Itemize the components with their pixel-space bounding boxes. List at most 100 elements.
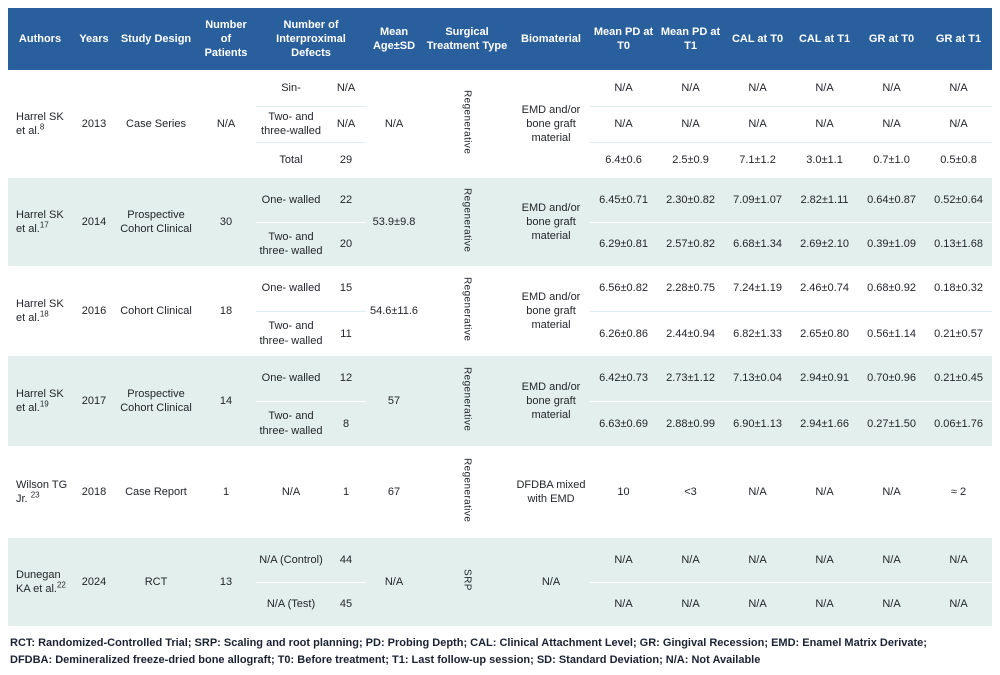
years-cell: 2013 <box>72 70 116 178</box>
col-header-mean-pd-t0: Mean PD at T0 <box>590 8 658 70</box>
defect-type-cell: Two- and three- walled <box>256 221 326 266</box>
cal-t0-cell: 7.09±1.07 <box>724 178 792 222</box>
mean-age-cell: 53.9±9.8 <box>366 178 423 266</box>
col-header-number-of-patients: Number of Patients <box>196 8 256 70</box>
study-design-cell: Prospective Cohort Clinical <box>116 178 196 266</box>
treatment-type-cell: Regenerative <box>422 178 513 266</box>
treatment-type-vertical-label: Regenerative <box>461 89 473 154</box>
years-cell: 2016 <box>72 266 116 356</box>
pd-t1-cell: N/A <box>657 581 725 626</box>
treatment-type-vertical-label: Regenerative <box>461 276 473 341</box>
study-design-cell: Case Report <box>116 446 196 538</box>
treatment-type-vertical-label: SRP <box>461 568 473 591</box>
table-row: Total 29 6.4±0.6 2.5±0.9 7.1±1.2 3.0±1.1… <box>8 141 992 178</box>
defect-type-cell: N/A (Test) <box>256 581 326 626</box>
col-header-mean-age: Mean Age±SD <box>366 8 423 70</box>
cal-t1-cell: 2.94±1.66 <box>791 400 859 446</box>
authors-cell: Harrel SK et al.17 <box>8 178 72 266</box>
gr-t0-cell: 0.64±0.87 <box>858 178 926 222</box>
reference-number: 19 <box>39 399 49 409</box>
biomaterial-cell: EMD and/or bone graft material <box>512 178 591 266</box>
defect-type-cell: Two- and three-walled <box>256 105 326 142</box>
gr-t1-cell: 0.06±1.76 <box>925 400 992 446</box>
pd-t1-cell: 2.5±0.9 <box>657 141 725 178</box>
cal-t1-cell: 2.94±0.91 <box>791 356 859 401</box>
defect-type-cell: One- walled <box>256 266 326 311</box>
authors-cell: Wilson TG Jr. 23 <box>8 446 72 538</box>
gr-t1-cell: 0.52±0.64 <box>925 178 992 222</box>
gr-t0-cell: 0.70±0.96 <box>858 356 926 401</box>
pd-t0-cell: N/A <box>590 538 658 582</box>
reference-number: 23 <box>30 490 40 500</box>
defect-count-cell: N/A <box>326 70 367 106</box>
table-row: Harrel SK et al.18 2016 Cohort Clinical … <box>8 266 992 356</box>
col-header-biomaterial: Biomaterial <box>512 8 591 70</box>
cal-t0-cell: N/A <box>724 105 792 142</box>
cal-t1-cell: 2.65±0.80 <box>791 310 859 356</box>
pd-t1-cell: 2.57±0.82 <box>657 221 725 266</box>
gr-t0-cell: 0.56±1.14 <box>858 310 926 356</box>
table-row: N/A (Test) 45 N/A N/A N/A N/A N/A N/A <box>8 581 992 626</box>
gr-t0-cell: 0.68±0.92 <box>858 266 926 311</box>
gr-t1-cell: 0.21±0.45 <box>925 356 992 401</box>
gr-t1-cell: ≈ 2 <box>925 446 992 538</box>
mean-age-cell: N/A <box>366 538 423 626</box>
patients-cell: 30 <box>196 178 256 266</box>
gr-t1-cell: 0.13±1.68 <box>925 221 992 266</box>
cal-t1-cell: 2.46±0.74 <box>791 266 859 311</box>
defect-count-cell: 44 <box>326 538 367 582</box>
col-header-mean-pd-t1: Mean PD at T1 <box>657 8 725 70</box>
gr-t0-cell: 0.7±1.0 <box>858 141 926 178</box>
study-design-cell: Prospective Cohort Clinical <box>116 356 196 446</box>
years-cell: 2018 <box>72 446 116 538</box>
author-name: Wilson TG Jr. <box>16 478 68 505</box>
treatment-type-cell: Regenerative <box>422 446 513 538</box>
cal-t0-cell: 6.82±1.33 <box>724 310 792 356</box>
defect-type-cell: Sin- <box>256 70 326 106</box>
defect-type-cell: Two- and three- walled <box>256 310 326 356</box>
gr-t1-cell: 0.5±0.8 <box>925 141 992 178</box>
cal-t0-cell: N/A <box>724 446 792 538</box>
cal-t1-cell: 2.69±2.10 <box>791 221 859 266</box>
defect-count-cell: 22 <box>326 178 367 222</box>
defect-count-cell: N/A <box>326 105 367 142</box>
pd-t0-cell: N/A <box>590 105 658 142</box>
pd-t0-cell: 6.45±0.71 <box>590 178 658 222</box>
table-row: Harrel SK et al.8 2013 Case Series N/A S… <box>8 70 992 178</box>
gr-t1-cell: 0.18±0.32 <box>925 266 992 311</box>
footnote-line-1: RCT: Randomized-Controlled Trial; SRP: S… <box>10 637 927 649</box>
treatment-type-cell: Regenerative <box>422 356 513 446</box>
col-header-authors: Authors <box>8 8 72 70</box>
treatment-type-vertical-label: Regenerative <box>461 366 473 431</box>
years-cell: 2017 <box>72 356 116 446</box>
author-name: Harrel SK et al. <box>16 208 64 235</box>
col-header-study-design: Study Design <box>116 8 196 70</box>
col-header-surgical-treatment-type: Surgical Treatment Type <box>422 8 513 70</box>
years-cell: 2014 <box>72 178 116 266</box>
defect-count-cell: 12 <box>326 356 367 401</box>
table-row: Dunegan KA et al.22 2024 RCT 13 N/A (Con… <box>8 538 992 626</box>
col-header-gr-t0: GR at T0 <box>858 8 926 70</box>
authors-cell: Dunegan KA et al.22 <box>8 538 72 626</box>
pd-t1-cell: 2.44±0.94 <box>657 310 725 356</box>
gr-t1-cell: N/A <box>925 538 992 582</box>
defect-count-cell: 20 <box>326 221 367 266</box>
col-header-cal-t1: CAL at T1 <box>791 8 859 70</box>
cal-t1-cell: 2.82±1.11 <box>791 178 859 222</box>
defect-type-cell: Total <box>256 141 326 178</box>
table-footnote: RCT: Randomized-Controlled Trial; SRP: S… <box>8 626 996 669</box>
pd-t0-cell: 6.42±0.73 <box>590 356 658 401</box>
defect-count-cell: 45 <box>326 581 367 626</box>
reference-number: 8 <box>39 122 45 132</box>
reference-number: 22 <box>56 580 66 590</box>
patients-cell: 18 <box>196 266 256 356</box>
authors-cell: Harrel SK et al.8 <box>8 70 72 178</box>
gr-t0-cell: 0.27±1.50 <box>858 400 926 446</box>
patients-cell: 13 <box>196 538 256 626</box>
gr-t0-cell: N/A <box>858 70 926 106</box>
cal-t0-cell: N/A <box>724 581 792 626</box>
defect-type-cell: Two- and three- walled <box>256 400 326 446</box>
treatment-type-vertical-label: Regenerative <box>461 457 473 522</box>
reference-number: 17 <box>39 220 49 230</box>
